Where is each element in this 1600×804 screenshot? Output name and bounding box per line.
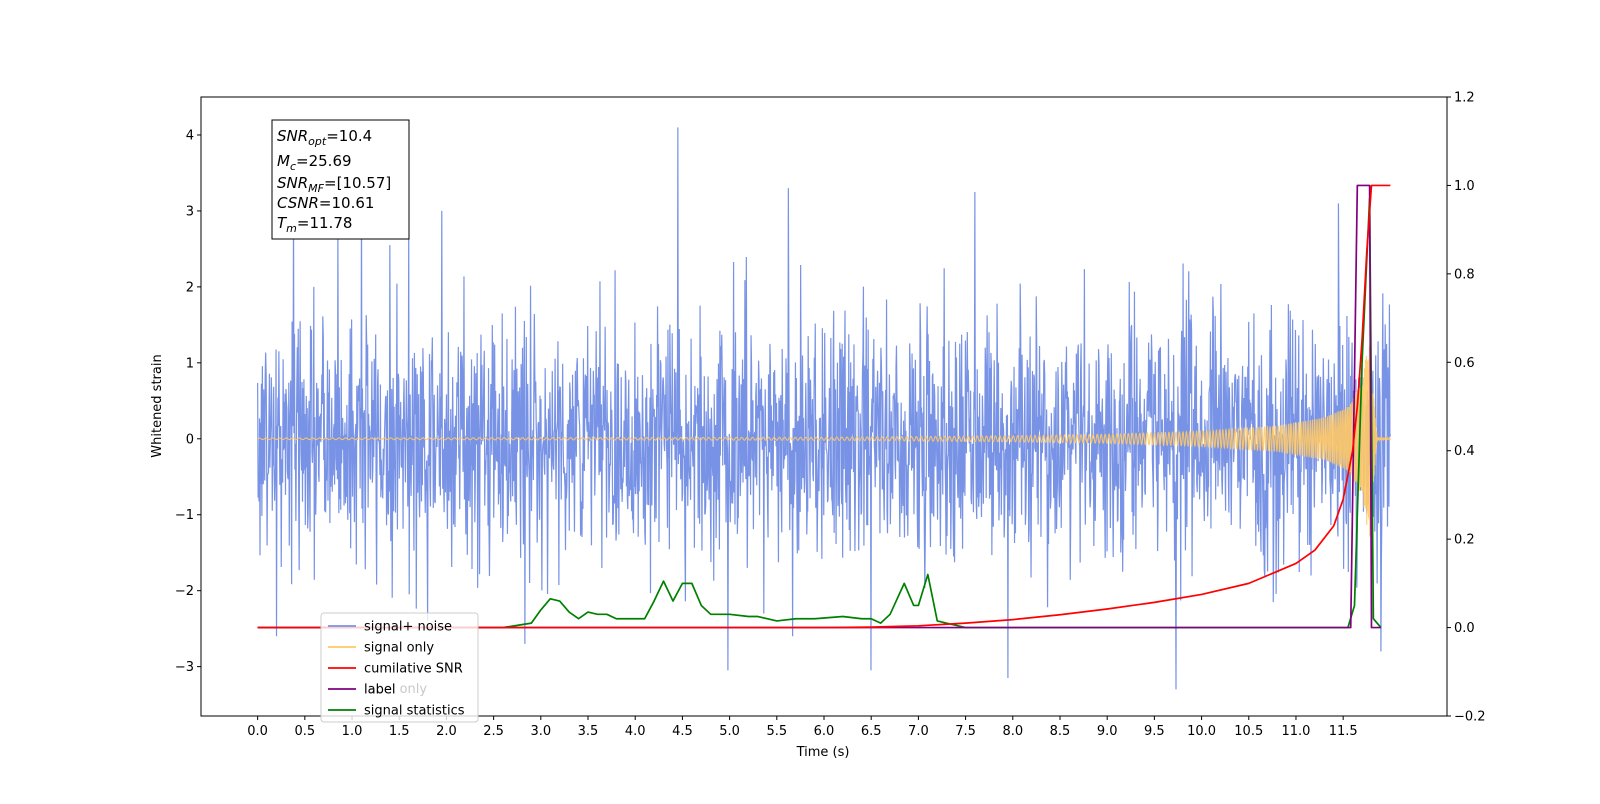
- x-tick-label: 3.0: [530, 724, 551, 739]
- x-tick-label: 4.0: [625, 724, 646, 739]
- info-tm-sub: m: [286, 222, 297, 235]
- x-tick-label: 11.0: [1281, 724, 1310, 739]
- ticks-layer: 0.0 0.5 1.0 1.5 2.0 2.5 3.0 3.5 4.0 4.5 5.0 5.5 6.0 6…: [175, 91, 1486, 740]
- legend-label: cumilative SNR: [364, 662, 463, 677]
- y-tick-label: −2: [175, 584, 194, 599]
- x-tick-label: 1.5: [389, 724, 410, 739]
- x-tick-label: 3.5: [578, 724, 599, 739]
- x-tick-label: 4.5: [672, 724, 693, 739]
- x-tick-label: 8.0: [1002, 724, 1023, 739]
- x-tick-label: 11.5: [1329, 724, 1358, 739]
- info-mc: Mc=25.69: [277, 152, 352, 173]
- info-snr-opt-sub: opt: [308, 135, 327, 148]
- info-snr-mf: SNRMF=[10.57]: [277, 174, 391, 195]
- x-tick-label: 1.0: [342, 724, 363, 739]
- x-tick-label: 5.5: [766, 724, 787, 739]
- y2-tick-label: 0.0: [1454, 621, 1475, 636]
- info-csnr-base: CSNR: [277, 194, 319, 212]
- x-tick-label: 2.0: [436, 724, 457, 739]
- x-tick-label: 0.0: [247, 724, 268, 739]
- info-mc-value: =25.69: [296, 152, 352, 170]
- x-tick-label: 5.0: [719, 724, 740, 739]
- y2-tick-label: 1.2: [1454, 91, 1475, 106]
- legend-label: label: [364, 683, 395, 698]
- y-tick-label: 3: [186, 204, 194, 219]
- series-signal-only: [257, 342, 1391, 537]
- series-label: [257, 184, 1381, 629]
- info-snr-opt: SNRopt=10.4: [277, 127, 372, 148]
- x-tick-label: 7.0: [908, 724, 929, 739]
- signal-only-layer: [257, 342, 1391, 537]
- y-tick-label: 1: [186, 356, 194, 371]
- y2-tick-label: 0.4: [1454, 444, 1475, 459]
- info-mc-base: M: [277, 152, 290, 170]
- signal-noise-layer: [257, 127, 1391, 690]
- legend: label only signal+ noise signal only cumil…: [320, 612, 479, 723]
- y2-tick-label: 0.6: [1454, 356, 1475, 371]
- y2-tick-label: 1.0: [1454, 179, 1475, 194]
- x-tick-label: 8.5: [1050, 724, 1071, 739]
- info-snr-mf-sub: MF: [308, 182, 324, 195]
- info-box-frame: [271, 119, 410, 240]
- info-csnr-value: =10.61: [319, 194, 375, 212]
- series-signal-statistics: [257, 197, 1382, 629]
- info-box: SNRopt=10.4 Mc=25.69 SNRMF=[10.57] CSNR=…: [271, 119, 410, 240]
- y2-tick-label: 0.8: [1454, 267, 1475, 282]
- y-tick-label: 0: [186, 432, 194, 447]
- legend-label: signal+ noise: [364, 620, 452, 635]
- series-lines-layer: [257, 184, 1391, 629]
- info-csnr: CSNR=10.61: [277, 194, 374, 212]
- info-tm-value: =11.78: [297, 214, 353, 232]
- x-tick-label: 6.0: [814, 724, 835, 739]
- info-snr-mf-value: =[10.57]: [324, 174, 391, 192]
- info-snr-opt-base: SNR: [277, 127, 308, 145]
- y-axis-label: Whitened strain: [150, 354, 165, 457]
- x-tick-label: 7.5: [955, 724, 976, 739]
- x-tick-label: 9.5: [1144, 724, 1165, 739]
- x-axis-label: Time (s): [796, 745, 850, 760]
- y-tick-label: 2: [186, 280, 194, 295]
- info-snr-mf-base: SNR: [277, 174, 308, 192]
- y-tick-label: 4: [186, 128, 194, 143]
- legend-label: signal only: [364, 641, 434, 656]
- legend-frame: [320, 612, 479, 723]
- y-tick-label: −3: [175, 660, 194, 675]
- series-signal-noise: [257, 127, 1391, 690]
- x-tick-label: 2.5: [483, 724, 504, 739]
- x-tick-label: 6.5: [861, 724, 882, 739]
- info-snr-opt-value: =10.4: [326, 127, 372, 145]
- x-tick-label: 10.0: [1187, 724, 1216, 739]
- info-tm: Tm=11.78: [277, 214, 352, 235]
- y2-tick-label: −0.2: [1454, 710, 1486, 725]
- x-tick-label: 10.5: [1234, 724, 1263, 739]
- legend-entries: signal+ noise signal only cumilative SNR la…: [328, 620, 465, 719]
- info-tm-base: T: [277, 214, 288, 232]
- x-tick-label: 0.5: [294, 724, 315, 739]
- legend-hidden-text: label only: [364, 682, 427, 697]
- x-tick-label: 9.0: [1097, 724, 1118, 739]
- y2-tick-label: 0.2: [1454, 533, 1475, 548]
- legend-label: signal statistics: [364, 704, 465, 719]
- y-tick-label: −1: [175, 508, 194, 523]
- info-mc-sub: c: [290, 160, 296, 173]
- series-cumulative-snr: [257, 184, 1391, 629]
